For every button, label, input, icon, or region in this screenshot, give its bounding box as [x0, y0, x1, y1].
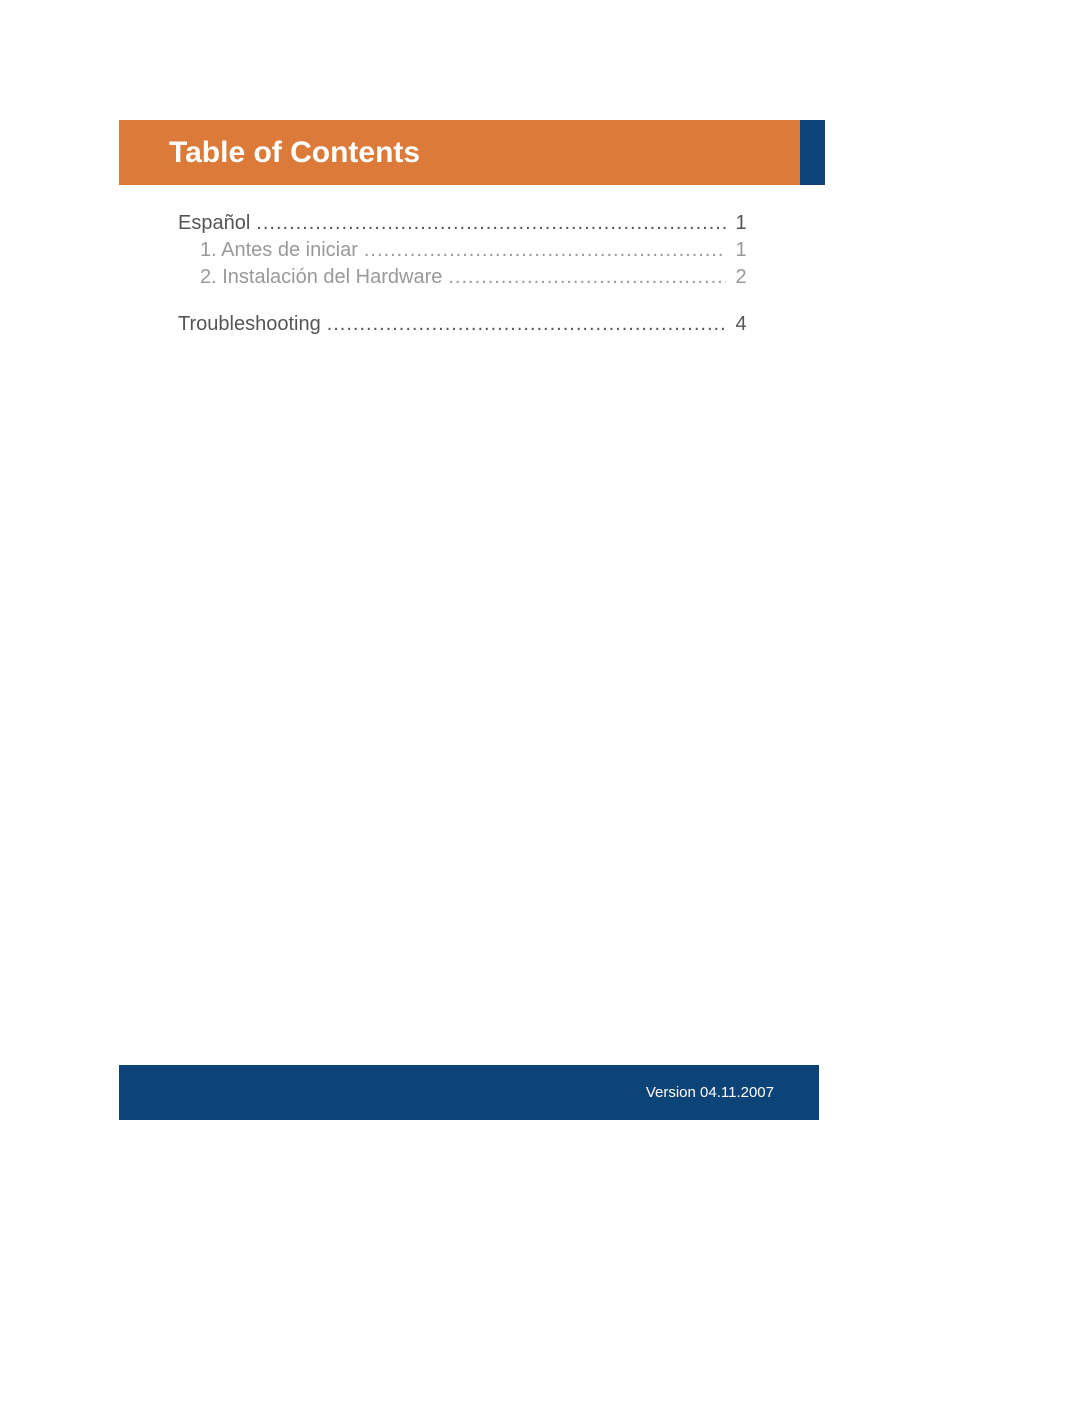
toc-entry-page: 1 [732, 212, 750, 235]
footer-banner: Version 04.11.2007 [119, 1065, 819, 1120]
toc-entry-page: 1 [732, 239, 750, 262]
header-accent-bar [800, 120, 825, 185]
toc-entry-label: Español [178, 212, 250, 235]
toc-entry: Troubleshooting ........................… [178, 313, 750, 336]
document-page: Table of Contents Español ..............… [0, 0, 1080, 1412]
toc-content: Español ................................… [178, 212, 750, 340]
toc-entry: 2. Instalación del Hardware ............… [178, 266, 750, 289]
toc-entry-label: Troubleshooting [178, 313, 321, 336]
toc-entry: 1. Antes de iniciar ....................… [178, 239, 750, 262]
version-text: Version 04.11.2007 [646, 1084, 774, 1101]
toc-gap [178, 293, 750, 313]
toc-entry-label: 2. Instalación del Hardware [200, 266, 442, 289]
toc-entry-label: 1. Antes de iniciar [200, 239, 358, 262]
toc-entry-dots: ........................................… [327, 313, 726, 336]
toc-entry-dots: ........................................… [256, 212, 726, 235]
toc-entry: Español ................................… [178, 212, 750, 235]
toc-entry-page: 2 [732, 266, 750, 289]
header-banner: Table of Contents [119, 120, 819, 185]
toc-entry-dots: ........................................… [448, 266, 726, 289]
toc-entry-dots: ........................................… [364, 239, 726, 262]
toc-entry-page: 4 [732, 313, 750, 336]
page-title: Table of Contents [169, 136, 420, 170]
